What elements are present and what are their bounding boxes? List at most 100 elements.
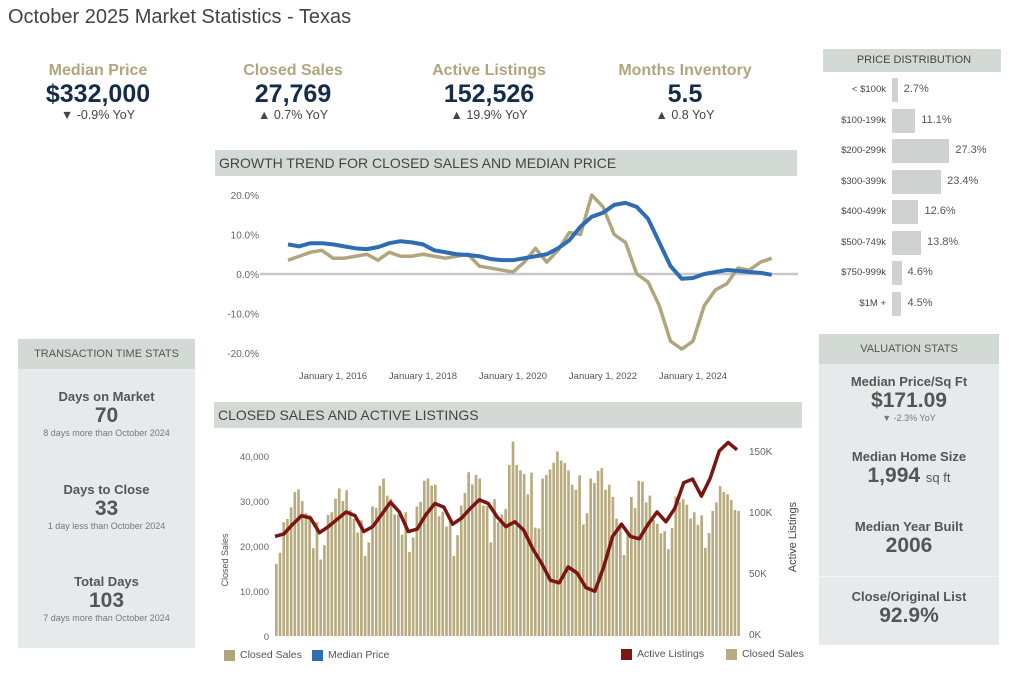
y2-tick-label: 0K: [749, 630, 762, 641]
bar-closed-sales: [670, 528, 674, 636]
price-range-label: $200-299k: [841, 145, 886, 156]
bar-closed-sales: [456, 535, 459, 636]
stat-value: 103: [88, 589, 125, 612]
growth-trend-chart: 20.0% 10.0% 0.0% -10.0% -20.0% January 1, 201…: [227, 191, 798, 382]
kpi-change: ▲ 0.7% YoY: [257, 108, 329, 122]
price-range-label: < $100k: [851, 84, 886, 95]
bar-closed-sales: [485, 505, 489, 636]
bar-closed-sales: [692, 512, 696, 636]
bar-closed-sales: [297, 489, 300, 636]
legend-label: Median Price: [328, 649, 390, 661]
legend-swatch: [621, 648, 632, 660]
stat-label: Total Days: [74, 574, 139, 589]
bar-closed-sales: [526, 494, 530, 636]
stat-label: Days to Close: [63, 482, 150, 497]
y2-axis-label: Active Listings: [787, 501, 799, 572]
divider: [819, 576, 999, 577]
bar-closed-sales: [422, 480, 426, 636]
kpi-active-listings: Active Listings 152,526 ▲ 19.9% YoY: [399, 62, 579, 122]
stat-days-to-close: Days to Close 33 1 day less than October 2…: [18, 482, 195, 531]
bar-closed-sales: [411, 537, 415, 636]
stat-home-size: Median Home Size 1,994 sq ft: [819, 449, 999, 490]
price-distribution-bar: [892, 200, 919, 224]
bar-closed-sales: [648, 495, 652, 636]
growth-chart-header: GROWTH TREND FOR CLOSED SALES AND MEDIAN…: [215, 150, 797, 176]
bar-closed-sales: [300, 501, 304, 636]
kpi-change: ▲ 19.9% YoY: [450, 108, 528, 122]
bar-closed-sales: [404, 512, 408, 636]
bar-closed-sales: [471, 484, 474, 636]
stat-label: Median Year Built: [854, 519, 964, 534]
legend-closed-sales-2: Closed Sales: [726, 648, 804, 660]
bar-closed-sales: [334, 498, 337, 636]
bar-closed-sales: [289, 507, 293, 636]
price-distribution-bar: [892, 261, 902, 285]
stat-note: 7 days more than October 2024: [43, 613, 170, 623]
stat-unit: sq ft: [925, 470, 951, 485]
y-tick-label: 30,000: [240, 497, 269, 508]
bar-closed-sales: [323, 545, 326, 636]
price-distribution-header: PRICE DISTRIBUTION: [823, 49, 1001, 72]
price-distribution-row: $200-299k 27.3%: [823, 139, 1023, 163]
bar-closed-sales: [408, 551, 411, 636]
price-share-label: 4.5%: [907, 296, 933, 309]
stat-value: 70: [94, 404, 119, 427]
stat-close-original-list: Close/Original List 92.9%: [819, 589, 999, 628]
stat-days-on-market: Days on Market 70 8 days more than October…: [18, 389, 195, 438]
bar-closed-sales: [718, 486, 722, 636]
kpi-label: Active Listings: [432, 62, 546, 79]
bar-closed-sales: [348, 510, 352, 636]
bar-closed-sales: [515, 465, 519, 636]
bar-closed-sales: [689, 518, 692, 636]
stat-value: $171.09: [871, 389, 947, 412]
bar-closed-sales: [618, 523, 622, 636]
bar-closed-sales: [544, 474, 548, 636]
price-distribution-row: $300-399k 23.4%: [823, 169, 1023, 194]
bar-closed-sales: [711, 510, 715, 636]
bar-closed-sales: [548, 469, 552, 636]
bar-closed-sales: [286, 519, 289, 636]
kpi-value: 5.5: [667, 80, 703, 108]
bar-closed-sales: [293, 492, 297, 636]
bar-closed-sales: [707, 532, 711, 636]
bar-closed-sales: [570, 484, 574, 636]
price-range-label: $500-749k: [841, 236, 886, 248]
bar-closed-sales: [463, 492, 467, 636]
y-tick-label: 40,000: [240, 452, 269, 463]
bar-closed-sales: [622, 555, 626, 636]
price-distribution-bar: [892, 78, 898, 102]
y-tick-label: 10,000: [240, 587, 269, 598]
bar-closed-sales: [319, 559, 323, 636]
bar-closed-sales: [652, 519, 655, 636]
bar-closed-sales: [371, 506, 374, 636]
bar-closed-sales: [729, 500, 733, 636]
bar-closed-sales: [641, 481, 644, 636]
bar-closed-sales: [556, 451, 559, 636]
bar-closed-sales: [393, 514, 397, 636]
bar-closed-sales: [337, 488, 341, 636]
legend-swatch: [726, 648, 737, 660]
bar-closed-sales: [567, 470, 570, 636]
bar-closed-sales: [611, 496, 615, 636]
bar-closed-sales: [467, 472, 470, 636]
bar-closed-sales: [282, 522, 286, 636]
price-share-label: 12.6%: [924, 205, 956, 217]
bar-closed-sales: [278, 552, 282, 636]
bar-closed-sales: [585, 513, 589, 636]
price-distribution-row: $1M + 4.5%: [823, 291, 1023, 316]
price-distribution-row: $400-499k 12.6%: [823, 200, 1023, 224]
stat-total-days: Total Days 103 7 days more than October 20…: [18, 574, 195, 623]
stat-value: 1,994: [867, 464, 921, 487]
bar-closed-sales: [397, 514, 400, 636]
price-share-label: 4.6%: [907, 266, 933, 278]
bar-closed-sales: [681, 499, 685, 636]
bar-closed-sales: [700, 515, 703, 636]
y-tick-label: 20,000: [240, 542, 269, 553]
bar-closed-sales: [615, 518, 618, 636]
price-distribution-bar: [892, 230, 921, 255]
bar-closed-sales: [533, 527, 537, 636]
bar-closed-sales: [356, 532, 360, 636]
stat-value: 92.9%: [879, 604, 939, 627]
bar-closed-sales: [630, 496, 633, 636]
bar-closed-sales: [596, 470, 600, 636]
